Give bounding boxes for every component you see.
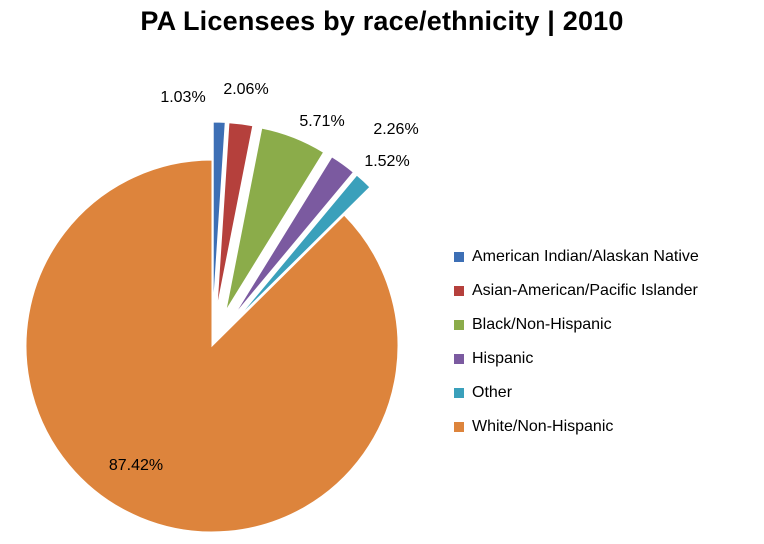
pie-slice-asian-american (216, 122, 254, 309)
legend-item: Other (454, 376, 759, 410)
pie-slice-hispanic (233, 156, 355, 316)
legend-item: Asian-American/Pacific Islander (454, 274, 759, 308)
legend-item: White/Non-Hispanic (454, 410, 759, 444)
data-label-american-indian: 1.03% (160, 89, 205, 106)
pie-slice-american-indian (212, 121, 226, 309)
data-label-black: 5.71% (299, 113, 344, 130)
pie-slice-black (225, 127, 325, 311)
legend-item: American Indian/Alaskan Native (454, 240, 759, 274)
legend-label-hispanic: Hispanic (472, 350, 534, 367)
legend-label-asian-american: Asian-American/Pacific Islander (472, 282, 698, 299)
data-label-white: 87.42% (109, 457, 163, 474)
legend-swatch-asian-american (454, 286, 464, 296)
legend-label-white: White/Non-Hispanic (472, 418, 614, 435)
legend-swatch-american-indian (454, 252, 464, 262)
pie-slice-white (25, 159, 399, 533)
data-label-hispanic: 2.26% (373, 121, 418, 138)
legend-label-black: Black/Non-Hispanic (472, 316, 612, 333)
legend: American Indian/Alaskan Native Asian-Ame… (454, 240, 759, 444)
legend-swatch-white (454, 422, 464, 432)
legend-label-other: Other (472, 384, 513, 401)
legend-item: Hispanic (454, 342, 759, 376)
pie-slice-other (237, 174, 371, 319)
legend-swatch-black (454, 320, 464, 330)
data-label-other: 1.52% (364, 153, 409, 170)
legend-swatch-hispanic (454, 354, 464, 364)
data-label-asian-american: 2.06% (223, 81, 268, 98)
legend-swatch-other (454, 388, 464, 398)
legend-label-american-indian: American Indian/Alaskan Native (472, 248, 699, 265)
chart-title: PA Licensees by race/ethnicity | 2010 (140, 6, 624, 36)
legend-item: Black/Non-Hispanic (454, 308, 759, 342)
